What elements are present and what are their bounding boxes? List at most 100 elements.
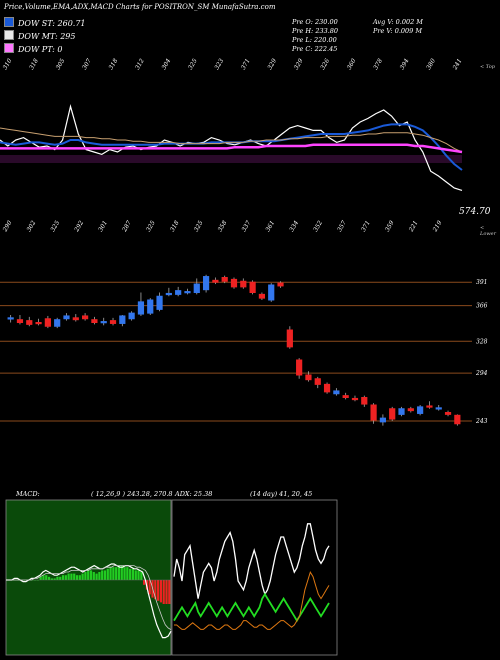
legend-swatch: [4, 17, 14, 27]
macd-histogram-bar: [162, 580, 165, 604]
level-label: 328: [476, 338, 488, 345]
bottom-tick-label: 352: [312, 219, 324, 233]
macd-histogram-bar: [70, 573, 73, 580]
macd-histogram-bar: [126, 567, 129, 580]
top-tick-label: 318: [28, 57, 40, 71]
macd-histogram-bar: [81, 573, 84, 580]
bottom-tick-label: 358: [217, 219, 229, 233]
candle-bull: [398, 408, 405, 415]
top-tick-label: 329: [293, 57, 305, 71]
macd-histogram-bar: [78, 575, 81, 580]
bottom-tick-label: 337: [241, 219, 253, 233]
macd-histogram-bar: [95, 573, 98, 580]
bottom-tick-label: 290: [1, 219, 13, 233]
series-line-ema_magenta: [0, 143, 463, 154]
macd-histogram-bar: [92, 572, 95, 580]
top-tick-label: 371: [240, 58, 252, 71]
candle-bull: [63, 315, 70, 320]
candle-bull: [435, 407, 442, 410]
macd-histogram-bar: [45, 575, 48, 580]
candle-bull: [333, 390, 340, 395]
top-tick-label: 329: [266, 57, 278, 71]
stat-pre-low: Pre L: 220.00: [292, 36, 337, 44]
adx-line-plus_di: [173, 592, 330, 623]
candle-bear: [296, 359, 303, 376]
top-edge-label: < Top: [480, 64, 495, 70]
candle-bear: [258, 293, 266, 299]
candle-bear: [389, 408, 396, 420]
candle-bear: [44, 318, 51, 327]
top-tick-label: 325: [187, 57, 199, 71]
bottom-tick-label: 325: [49, 219, 61, 233]
candle-bull: [54, 319, 61, 327]
bottom-tick-label: 221: [407, 220, 419, 234]
bottom-tick-label: 287: [121, 219, 133, 233]
candle-bear: [230, 278, 238, 288]
stat-pre-open: Pre O: 230.00: [292, 18, 338, 26]
macd-histogram-bar: [129, 568, 132, 580]
level-label: 366: [476, 303, 488, 310]
macd-histogram-bar: [159, 580, 163, 603]
macd-histogram-bar: [75, 575, 79, 580]
candle-bear: [361, 397, 368, 405]
top-tick-label: 380: [425, 57, 437, 71]
macd-histogram-bar: [109, 567, 112, 580]
candle-bull: [128, 312, 135, 320]
legend-swatch: [4, 30, 14, 40]
last-price-label: 574.70: [459, 207, 491, 217]
macd-values: ( 12,26,9 ) 243.28, 270.8: [91, 490, 173, 498]
bottom-tick-label: 219: [431, 219, 443, 233]
macd-histogram-bar: [73, 573, 76, 580]
candle-bear: [286, 329, 293, 348]
candle-bear: [454, 414, 461, 425]
candle-bear: [370, 404, 377, 421]
top-tick-label: 305: [55, 57, 67, 71]
candle-bull: [156, 295, 163, 310]
lower-edge-label: < Lower: [480, 225, 496, 237]
candle-bull: [165, 292, 172, 296]
macd-histogram-bar: [64, 575, 67, 580]
macd-histogram-bar: [120, 565, 123, 580]
legend-label: DOW ST: 260.71: [18, 19, 86, 28]
legend-label: DOW PT: 0: [18, 45, 63, 54]
legend-dow-pt: DOW PT: 0: [4, 43, 100, 54]
macd-histogram-bar: [106, 568, 109, 580]
candle-bull: [202, 276, 210, 291]
candle-bull: [137, 301, 145, 315]
macd-histogram-bar: [165, 580, 168, 604]
macd-histogram-bar: [134, 570, 137, 580]
top-tick-label: 378: [372, 57, 384, 71]
ema-band: [0, 155, 462, 163]
candle-bear: [91, 319, 98, 323]
level-label: 391: [476, 279, 487, 286]
candle-bear: [314, 378, 321, 385]
adx-line-adx: [173, 523, 330, 599]
macd-histogram-bar: [84, 572, 87, 580]
stat-pre-high: Pre H: 233.80: [292, 27, 339, 35]
macd-signal-line: [6, 565, 172, 630]
legend-swatch: [4, 43, 14, 53]
macd-histogram-bar: [42, 575, 45, 580]
candle-bear: [240, 280, 247, 288]
level-label: 243: [475, 418, 488, 425]
candle-bull: [184, 291, 191, 294]
legend-label: DOW MT: 295: [18, 32, 76, 41]
bottom-tick-label: 359: [384, 219, 396, 233]
bottom-tick-label: 361: [264, 220, 276, 233]
legend-dow-mt: DOW MT: 295: [4, 30, 100, 41]
candle-bear: [249, 281, 256, 293]
candle-bull: [268, 284, 275, 301]
macd-line: [6, 563, 172, 639]
candle-bear: [35, 322, 42, 325]
macd-histogram-bar: [53, 578, 56, 580]
macd-histogram-bar: [140, 572, 143, 580]
legend-dow-st: DOW ST: 260.71: [4, 17, 100, 28]
macd-histogram-bar: [47, 576, 51, 580]
top-tick-label: 307: [81, 57, 93, 71]
bottom-tick-label: 371: [360, 220, 372, 233]
candle-bear: [407, 408, 414, 412]
stat-pre-volume: Pre V: 0.009 M: [373, 27, 423, 35]
top-tick-label: 360: [346, 57, 358, 71]
candle-bear: [82, 315, 89, 320]
macd-histogram-bar: [117, 565, 121, 580]
